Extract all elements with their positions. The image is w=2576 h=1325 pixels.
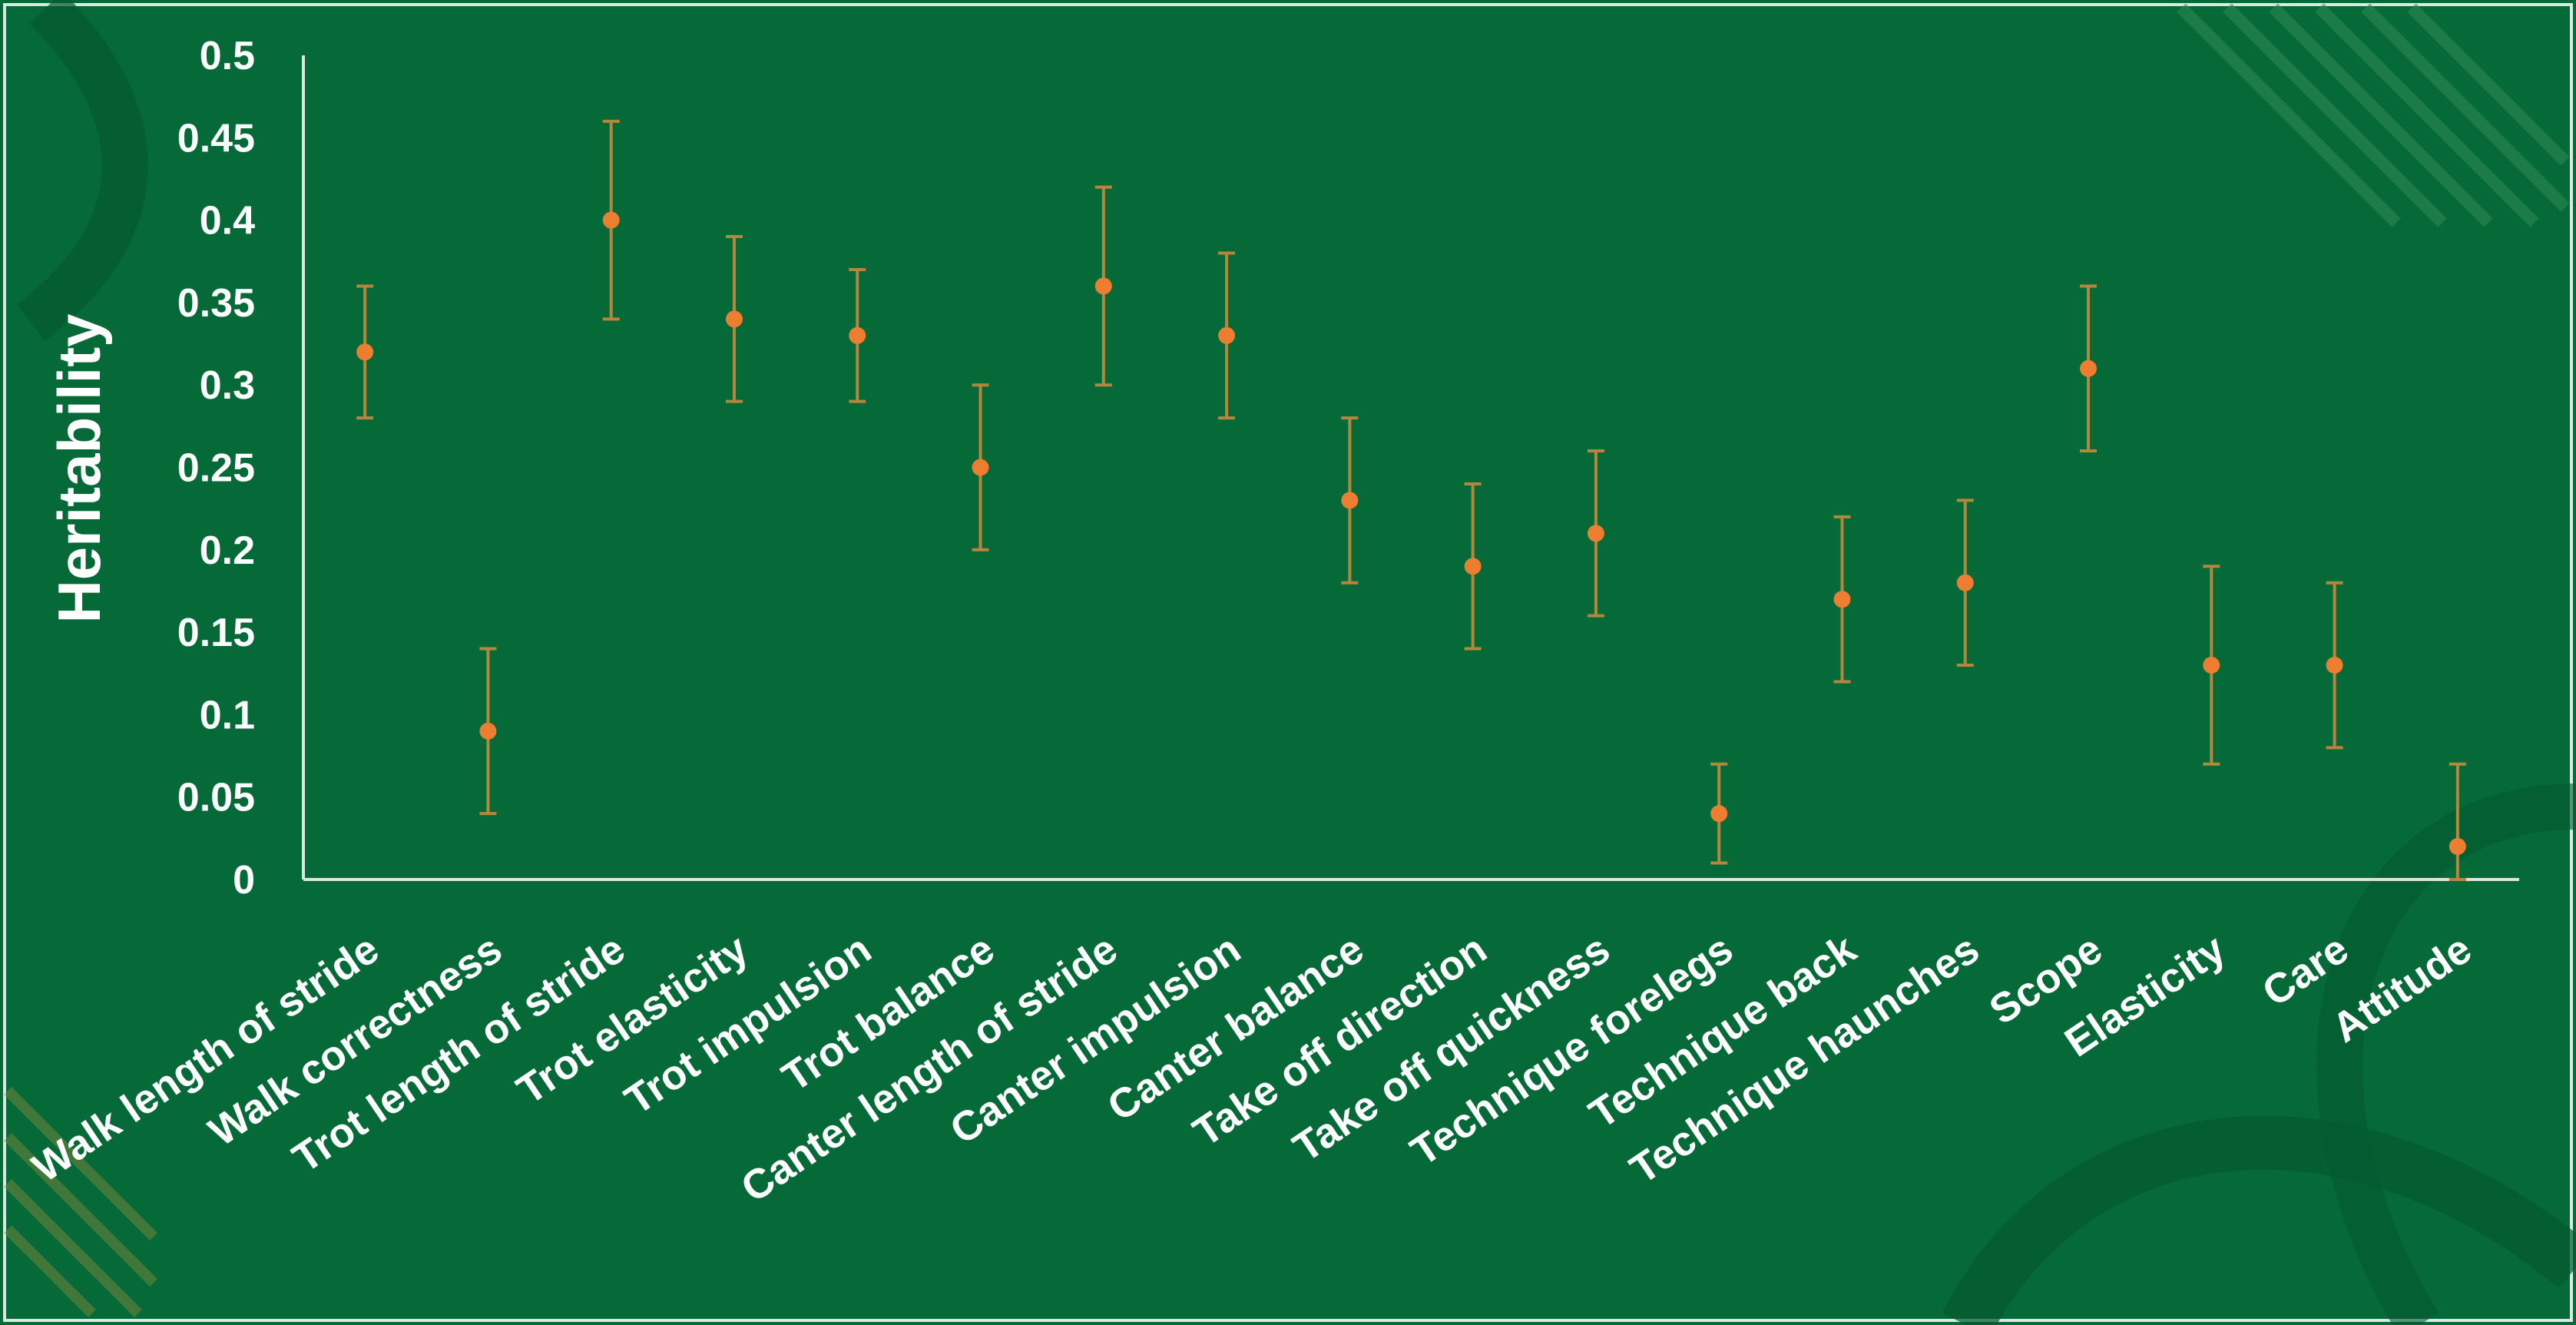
data-point-group xyxy=(356,284,374,420)
data-point xyxy=(2203,657,2220,674)
data-point-group xyxy=(479,647,497,816)
y-axis-title: Heritability xyxy=(45,313,113,623)
data-point-group xyxy=(1218,251,1236,420)
data-point xyxy=(1464,558,1482,575)
data-point-group xyxy=(1710,762,1728,865)
data-marks xyxy=(356,119,2466,881)
data-point-group xyxy=(725,235,743,403)
y-tick-label: 0.3 xyxy=(200,363,255,408)
data-point-group xyxy=(2080,284,2098,453)
y-tick-label: 0.35 xyxy=(177,281,255,326)
data-point xyxy=(1587,525,1604,542)
data-point-group xyxy=(1464,482,1482,651)
data-point xyxy=(1956,574,1974,591)
frame-border xyxy=(3,3,2573,1322)
background-decoration xyxy=(3,0,2576,1325)
data-point-group xyxy=(1956,499,1974,667)
data-point-group xyxy=(1587,449,1604,618)
data-point xyxy=(2080,359,2098,377)
data-point xyxy=(479,722,497,740)
dna-ribbon-top-left xyxy=(16,0,148,341)
stripe-pattern-bottom-left xyxy=(4,1087,157,1317)
data-point xyxy=(725,310,743,328)
data-point xyxy=(972,459,989,476)
data-point xyxy=(1341,492,1359,509)
data-point xyxy=(356,343,374,361)
data-point xyxy=(849,326,866,344)
y-tick-label: 0.1 xyxy=(200,693,255,737)
stripe-pattern-top-right xyxy=(2177,3,2570,227)
y-tick-label: 0.15 xyxy=(177,611,255,655)
dna-ribbon-bottom-right xyxy=(1942,1115,2576,1325)
data-point xyxy=(1218,326,1236,344)
data-point-group xyxy=(2326,581,2343,750)
data-point xyxy=(1710,805,1728,823)
data-point-group xyxy=(849,267,866,403)
dna-ribbon-bottom-right-2 xyxy=(2316,783,2576,1325)
y-tick-label: 0.2 xyxy=(200,528,255,573)
y-tick-label: 0.4 xyxy=(200,199,255,243)
y-tick-label: 0.45 xyxy=(177,116,255,161)
data-point-group xyxy=(1094,185,1112,387)
y-tick-label: 0 xyxy=(233,858,255,903)
y-tick-label: 0.05 xyxy=(177,776,255,820)
y-tick-label: 0.5 xyxy=(200,34,255,78)
data-point-group xyxy=(602,119,620,321)
data-point-group xyxy=(2203,565,2220,766)
data-point xyxy=(602,211,620,229)
data-point-group xyxy=(2449,762,2466,881)
data-point-group xyxy=(972,383,989,552)
data-point xyxy=(1094,277,1112,295)
data-point-group xyxy=(1341,416,1359,585)
data-point-group xyxy=(1833,515,1851,684)
data-point xyxy=(2449,838,2466,856)
axes xyxy=(302,55,2519,881)
data-point xyxy=(1833,591,1851,608)
y-tick-label: 0.25 xyxy=(177,446,255,491)
data-point xyxy=(2326,657,2343,674)
y-axis-ticks: 0 0.05 0.1 0.15 0.2 0.25 0.3 0.35 0.4 0.45 0.5 xyxy=(177,34,255,903)
